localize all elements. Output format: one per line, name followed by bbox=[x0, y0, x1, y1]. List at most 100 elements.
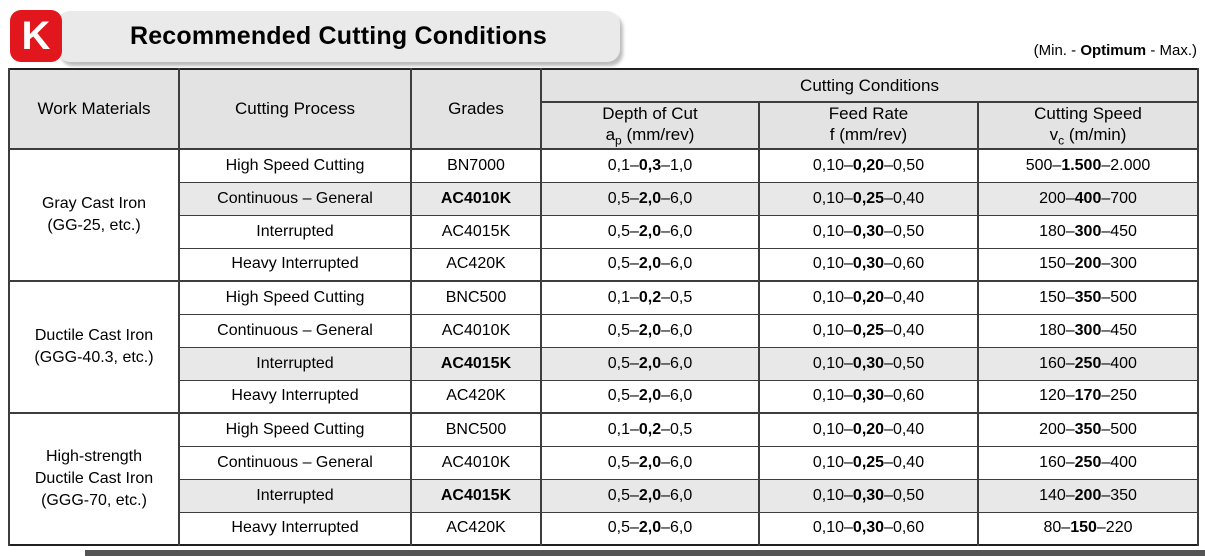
feed-rate-cell: 0,10–0,30–0,50 bbox=[758, 478, 979, 513]
cutting-speed-cell: 150–200–300 bbox=[976, 247, 1200, 282]
work-material-line: (GGG-40.3, etc.) bbox=[34, 349, 154, 366]
col-header-feed-rate: Feed Rate f (mm/rev) bbox=[758, 101, 979, 150]
col-header-cutting-speed: Cutting Speed vc (m/min) bbox=[976, 101, 1200, 150]
work-material-cell: Ductile Cast Iron (GGG-40.3, etc.) bbox=[8, 280, 180, 414]
cutting-speed-cell: 160–250–400 bbox=[976, 346, 1200, 381]
col-header-work-materials: Work Materials bbox=[8, 68, 180, 150]
table-row: Continuous – General AC4010K 0,5–2,0–6,0… bbox=[9, 445, 1200, 480]
work-material-line: High-strength bbox=[45, 448, 143, 465]
depth-of-cut-cell: 0,5–2,0–6,0 bbox=[540, 247, 760, 282]
cutting-speed-cell: 200–400–700 bbox=[976, 181, 1200, 216]
cutting-process-cell: Interrupted bbox=[178, 346, 412, 381]
feed-rate-cell: 0,10–0,30–0,60 bbox=[758, 247, 979, 282]
grade-cell: AC4015K bbox=[410, 214, 542, 249]
depth-of-cut-cell: 0,5–2,0–6,0 bbox=[540, 511, 760, 546]
table-row: Continuous – General AC4010K 0,5–2,0–6,0… bbox=[9, 313, 1200, 348]
grade-cell: AC420K bbox=[410, 511, 542, 546]
range-note-optimum: Optimum bbox=[1080, 42, 1147, 59]
work-material-line: Ductile Cast Iron bbox=[34, 327, 154, 344]
depth-of-cut-cell: 0,5–2,0–6,0 bbox=[540, 181, 760, 216]
cutting-speed-cell: 500–1.500–2.000 bbox=[976, 148, 1200, 183]
table-body: Gray Cast Iron (GG-25, etc.) High Speed C… bbox=[8, 148, 1200, 546]
cutting-speed-cell: 120–170–250 bbox=[976, 379, 1200, 414]
feed-rate-cell: 0,10–0,30–0,60 bbox=[758, 379, 979, 414]
table-row: Heavy Interrupted AC420K 0,5–2,0–6,0 0,1… bbox=[9, 511, 1200, 546]
cutting-speed-cell: 160–250–400 bbox=[976, 445, 1200, 480]
feed-rate-label: Feed Rate bbox=[828, 103, 909, 123]
page-title: Recommended Cutting Conditions bbox=[129, 22, 548, 50]
range-note-prefix: (Min. - bbox=[1033, 42, 1081, 59]
depth-of-cut-cell: 0,5–2,0–6,0 bbox=[540, 445, 760, 480]
table-row: High-strength Ductile Cast Iron (GGG-70, e… bbox=[8, 412, 1200, 546]
grade-cell: BNC500 bbox=[410, 412, 542, 447]
cutting-process-cell: Heavy Interrupted bbox=[178, 379, 412, 414]
min-optimum-max-note: (Min. - Optimum - Max.) bbox=[1034, 42, 1197, 59]
grade-cell: AC420K bbox=[410, 247, 542, 282]
depth-of-cut-cell: 0,5–2,0–6,0 bbox=[540, 379, 760, 414]
feed-rate-cell: 0,10–0,30–0,50 bbox=[758, 214, 979, 249]
cutting-speed-label: Cutting Speed bbox=[1034, 103, 1142, 123]
grade-cell: AC4010K bbox=[410, 445, 542, 480]
cutting-speed-cell: 180–300–450 bbox=[976, 313, 1200, 348]
grade-cell: BN7000 bbox=[410, 148, 542, 183]
work-material-cell: High-strength Ductile Cast Iron (GGG-70, e… bbox=[8, 412, 180, 546]
work-material-line: (GGG-70, etc.) bbox=[41, 492, 147, 509]
cutting-speed-symbol-unit: vc (m/min) bbox=[1049, 124, 1127, 148]
cutting-process-cell: Heavy Interrupted bbox=[178, 247, 412, 282]
feed-rate-cell: 0,10–0,30–0,60 bbox=[758, 511, 979, 546]
cutting-process-cell: Continuous – General bbox=[178, 181, 412, 216]
cutting-process-cell: High Speed Cutting bbox=[178, 280, 412, 315]
grade-cell: AC420K bbox=[410, 379, 542, 414]
table-row: Interrupted AC4015K 0,5–2,0–6,0 0,10–0,3… bbox=[9, 478, 1200, 513]
table-row: Interrupted AC4015K 0,5–2,0–6,0 0,10–0,3… bbox=[9, 346, 1200, 381]
range-note-suffix: - Max.) bbox=[1146, 42, 1197, 59]
cutting-process-cell: High Speed Cutting bbox=[178, 412, 412, 447]
cutting-process-cell: High Speed Cutting bbox=[178, 148, 412, 183]
feed-rate-cell: 0,10–0,25–0,40 bbox=[758, 313, 979, 348]
page-footer-bar bbox=[85, 550, 1205, 556]
feed-rate-cell: 0,10–0,25–0,40 bbox=[758, 181, 979, 216]
depth-of-cut-cell: 0,1–0,3–1,0 bbox=[540, 148, 760, 183]
work-material-line: Ductile Cast Iron bbox=[34, 470, 154, 487]
title-banner: Recommended Cutting Conditions bbox=[57, 11, 620, 62]
cutting-speed-cell: 150–350–500 bbox=[976, 280, 1200, 315]
depth-of-cut-cell: 0,1–0,2–0,5 bbox=[540, 412, 760, 447]
col-header-grades: Grades bbox=[410, 68, 542, 150]
feed-rate-cell: 0,10–0,20–0,50 bbox=[758, 148, 979, 183]
depth-of-cut-cell: 0,1–0,2–0,5 bbox=[540, 280, 760, 315]
grade-cell: AC4015K bbox=[410, 478, 542, 513]
feed-rate-cell: 0,10–0,20–0,40 bbox=[758, 280, 979, 315]
feed-rate-cell: 0,10–0,25–0,40 bbox=[758, 445, 979, 480]
col-header-cutting-conditions: Cutting Conditions bbox=[539, 68, 1200, 103]
depth-of-cut-symbol-unit: ap (mm/rev) bbox=[605, 124, 695, 148]
table-row: Continuous – General AC4010K 0,5–2,0–6,0… bbox=[9, 181, 1200, 216]
cutting-process-cell: Continuous – General bbox=[178, 445, 412, 480]
depth-of-cut-cell: 0,5–2,0–6,0 bbox=[540, 313, 760, 348]
table-row: Ductile Cast Iron (GGG-40.3, etc.) High S… bbox=[8, 280, 1200, 414]
depth-of-cut-cell: 0,5–2,0–6,0 bbox=[540, 214, 760, 249]
cutting-process-cell: Interrupted bbox=[178, 214, 412, 249]
cutting-process-cell: Continuous – General bbox=[178, 313, 412, 348]
cutting-speed-cell: 80–150–220 bbox=[976, 511, 1200, 546]
cutting-speed-cell: 180–300–450 bbox=[976, 214, 1200, 249]
feed-rate-cell: 0,10–0,20–0,40 bbox=[758, 412, 979, 447]
work-material-line: Gray Cast Iron bbox=[41, 195, 147, 212]
work-material-line: (GG-25, etc.) bbox=[47, 217, 141, 234]
section-tab-k-badge: K bbox=[10, 10, 62, 62]
depth-of-cut-cell: 0,5–2,0–6,0 bbox=[540, 478, 760, 513]
depth-of-cut-cell: 0,5–2,0–6,0 bbox=[540, 346, 760, 381]
grade-cell: AC4010K bbox=[410, 313, 542, 348]
work-material-cell: Gray Cast Iron (GG-25, etc.) bbox=[8, 148, 180, 282]
feed-rate-cell: 0,10–0,30–0,50 bbox=[758, 346, 979, 381]
depth-of-cut-label: Depth of Cut bbox=[602, 103, 698, 123]
table-row: Interrupted AC4015K 0,5–2,0–6,0 0,10–0,3… bbox=[9, 214, 1200, 249]
cutting-process-cell: Heavy Interrupted bbox=[178, 511, 412, 546]
col-header-cutting-process: Cutting Process bbox=[178, 68, 412, 150]
grade-cell: BNC500 bbox=[410, 280, 542, 315]
grade-cell: AC4015K bbox=[410, 346, 542, 381]
cutting-speed-cell: 140–200–350 bbox=[976, 478, 1200, 513]
cutting-conditions-table: Work Materials Cutting Process Grades Cu… bbox=[8, 68, 1200, 546]
col-header-depth-of-cut: Depth of Cut ap (mm/rev) bbox=[540, 101, 760, 150]
feed-rate-symbol-unit: f (mm/rev) bbox=[829, 124, 908, 144]
table-row: Heavy Interrupted AC420K 0,5–2,0–6,0 0,1… bbox=[9, 247, 1200, 282]
